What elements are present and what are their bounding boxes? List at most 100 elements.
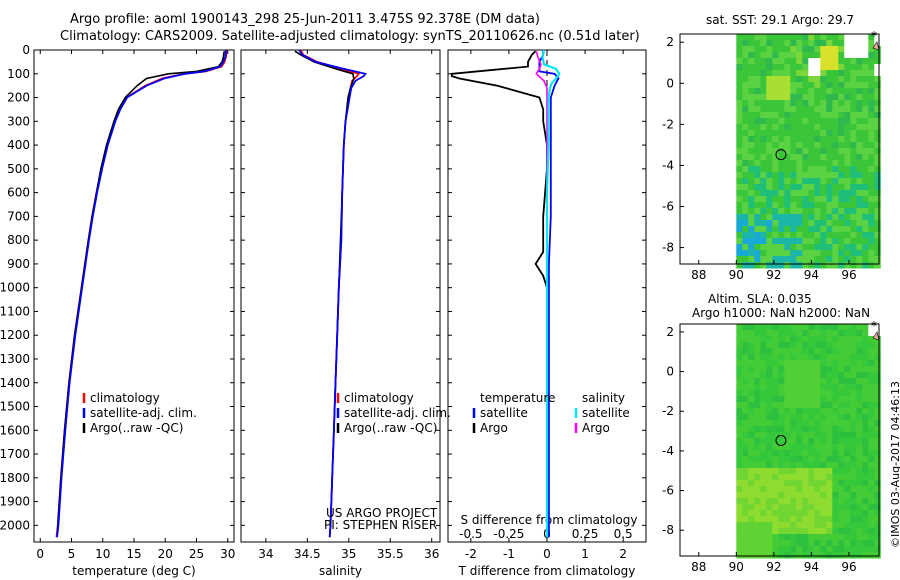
map-cell — [760, 492, 767, 499]
map-cell — [778, 238, 785, 245]
map-cell — [844, 184, 851, 191]
map-cell — [832, 130, 839, 137]
map-cell — [736, 516, 743, 523]
map-cell — [802, 46, 809, 53]
map-cell — [820, 88, 827, 95]
map-cell — [808, 546, 815, 553]
map-cell — [736, 262, 743, 269]
map-cell — [754, 546, 761, 553]
map-cell — [790, 232, 797, 239]
map-cell — [844, 238, 851, 245]
map-cell — [856, 468, 863, 475]
map-cell — [844, 130, 851, 137]
map-cell — [742, 444, 749, 451]
map-cell — [796, 154, 803, 161]
map-cell — [790, 40, 797, 47]
map-cell — [748, 456, 755, 463]
map-cell — [802, 510, 809, 517]
map-cell — [790, 498, 797, 505]
map-cell — [874, 178, 881, 185]
map-cell — [772, 510, 779, 517]
map-cell — [802, 202, 809, 209]
map-cell — [838, 474, 845, 481]
map-cell — [778, 372, 785, 379]
map-cell — [802, 112, 809, 119]
map-cell — [760, 468, 767, 475]
map-cell — [868, 40, 875, 47]
map-cell — [778, 226, 785, 233]
map-cell — [838, 360, 845, 367]
map-cell — [868, 244, 875, 251]
map-cell — [784, 354, 791, 361]
map-cell — [766, 546, 773, 553]
map-cell — [826, 136, 833, 143]
map-cell — [808, 336, 815, 343]
map-cell — [748, 390, 755, 397]
map-cell — [856, 402, 863, 409]
map-cell — [784, 184, 791, 191]
map-cell — [826, 468, 833, 475]
map-cell — [784, 450, 791, 457]
map-cell — [862, 426, 869, 433]
legend-label: climatology — [90, 391, 160, 405]
map-cell — [766, 202, 773, 209]
map-cell — [838, 480, 845, 487]
map-cell — [832, 148, 839, 155]
map-cell — [850, 202, 857, 209]
map-cell — [736, 390, 743, 397]
map-cell — [874, 402, 881, 409]
map-cell — [862, 510, 869, 517]
map-cell — [796, 244, 803, 251]
map-cell — [754, 444, 761, 451]
map-cell — [754, 540, 761, 547]
map-cell — [814, 486, 821, 493]
map-cell — [742, 480, 749, 487]
map-cell — [856, 498, 863, 505]
map-cell — [808, 492, 815, 499]
map-cell — [790, 480, 797, 487]
map-cell — [784, 256, 791, 263]
map-cell — [838, 372, 845, 379]
map-cell — [856, 256, 863, 263]
map-cell — [802, 552, 809, 559]
map-cell — [820, 498, 827, 505]
map-cell — [766, 46, 773, 53]
map-cell — [820, 366, 827, 373]
map-cell — [778, 402, 785, 409]
map-cell — [790, 196, 797, 203]
map-cell — [736, 534, 743, 541]
map-cell — [784, 70, 791, 77]
map-cell — [868, 342, 875, 349]
map-cell — [742, 160, 749, 167]
map-cell — [826, 342, 833, 349]
map-cell — [742, 498, 749, 505]
map-cell — [844, 64, 851, 71]
map-cell — [814, 330, 821, 337]
sst_map-frame — [679, 33, 880, 265]
map-cell — [814, 214, 821, 221]
map-cell — [826, 324, 833, 331]
map-cell — [844, 522, 851, 529]
map-cell — [808, 354, 815, 361]
map-cell — [832, 552, 839, 559]
map-cell — [874, 160, 881, 167]
map-cell — [838, 154, 845, 161]
map-cell — [760, 438, 767, 445]
map-cell — [784, 366, 791, 373]
map-cell — [856, 34, 863, 41]
map-cell — [832, 196, 839, 203]
map-cell — [838, 324, 845, 331]
map-cell — [760, 88, 767, 95]
map-cell — [874, 372, 881, 379]
map-cell — [868, 178, 875, 185]
map-cell — [784, 94, 791, 101]
map-cell — [838, 244, 845, 251]
map-cell — [754, 184, 761, 191]
map-cell — [778, 462, 785, 469]
sla_map-ytick-label: 2 — [666, 325, 674, 339]
map-cell — [736, 154, 743, 161]
map-cell — [754, 214, 761, 221]
map-cell — [850, 64, 857, 71]
map-cell — [874, 420, 881, 427]
map-cell — [790, 504, 797, 511]
